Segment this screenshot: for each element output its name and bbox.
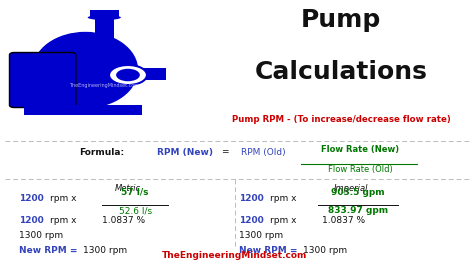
Text: Metric: Metric (115, 184, 141, 193)
Text: 1300 rpm: 1300 rpm (19, 231, 63, 240)
Bar (128, 68, 166, 80)
Text: RPM (New): RPM (New) (157, 148, 213, 156)
Text: Calculations: Calculations (255, 60, 428, 84)
Text: rpm x: rpm x (50, 216, 76, 225)
Text: TheEngineeringMindset.com: TheEngineeringMindset.com (69, 82, 139, 88)
Text: rpm x: rpm x (50, 194, 76, 203)
Text: 52.6 l/s: 52.6 l/s (118, 206, 152, 215)
Text: 1.0837 %: 1.0837 % (102, 216, 145, 225)
Text: RPM (Old): RPM (Old) (241, 148, 285, 156)
Text: New RPM =: New RPM = (239, 246, 301, 255)
Bar (95, 15, 114, 40)
Ellipse shape (88, 15, 121, 20)
Text: Pump RPM - (To increase/decrease flow rate): Pump RPM - (To increase/decrease flow ra… (232, 115, 451, 124)
Text: 1300 rpm: 1300 rpm (303, 246, 347, 255)
Text: rpm x: rpm x (270, 194, 297, 203)
Text: 1200: 1200 (239, 216, 264, 225)
Text: Flow Rate (New): Flow Rate (New) (321, 145, 399, 154)
Text: rpm x: rpm x (270, 216, 297, 225)
Text: Pump: Pump (301, 7, 382, 31)
FancyBboxPatch shape (9, 52, 76, 107)
Text: 1200: 1200 (19, 194, 44, 203)
Text: TheEngineeringMindset.com: TheEngineeringMindset.com (162, 251, 307, 260)
Text: Flow Rate (Old): Flow Rate (Old) (328, 165, 392, 174)
Circle shape (116, 69, 140, 81)
Text: 903.5 gpm: 903.5 gpm (331, 188, 385, 197)
Bar (90, 10, 118, 18)
Text: 57 l/s: 57 l/s (121, 188, 149, 197)
Ellipse shape (33, 32, 137, 107)
Text: New RPM =: New RPM = (19, 246, 81, 255)
Text: 1.0837 %: 1.0837 % (322, 216, 365, 225)
Circle shape (109, 65, 147, 85)
Text: Formula:: Formula: (79, 148, 125, 156)
Text: 1200: 1200 (19, 216, 44, 225)
Text: Imperial: Imperial (334, 184, 368, 193)
Text: 1300 rpm: 1300 rpm (239, 231, 283, 240)
Bar (24, 105, 142, 115)
Text: 1300 rpm: 1300 rpm (83, 246, 127, 255)
Text: 833.97 gpm: 833.97 gpm (328, 206, 388, 215)
Text: 1200: 1200 (239, 194, 264, 203)
Text: =: = (221, 148, 229, 156)
